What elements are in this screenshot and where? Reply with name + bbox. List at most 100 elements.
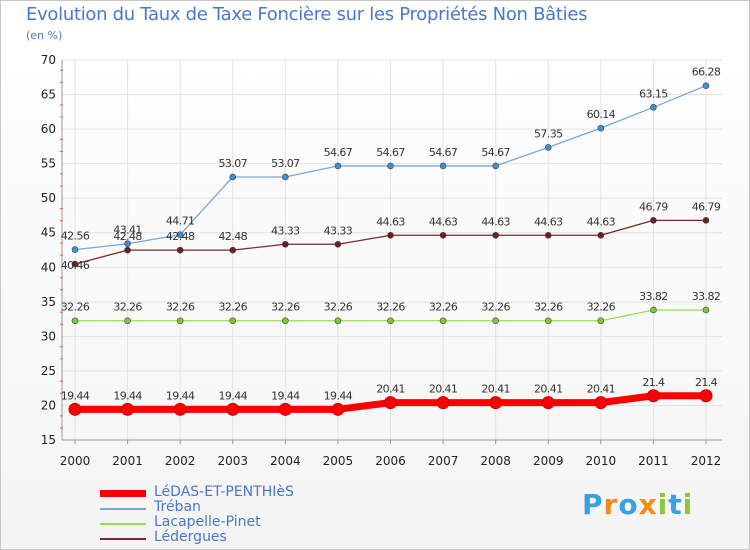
x-tick-label: 2002 [165, 454, 196, 468]
x-tick-label: 2001 [112, 454, 143, 468]
logo-letter: i [657, 488, 669, 521]
data-label: 19.44 [61, 389, 90, 402]
data-label: 43.33 [324, 224, 353, 237]
data-label: 57.35 [534, 127, 563, 140]
series-point [121, 402, 135, 416]
y-tick-label: 50 [41, 191, 56, 205]
logo-letter: o [618, 488, 639, 521]
series-point [439, 162, 447, 170]
series-point [594, 396, 608, 410]
logo-letter: t [668, 488, 683, 521]
logo-letter: i [682, 488, 694, 521]
x-tick-label: 2008 [480, 454, 511, 468]
series-point [71, 260, 79, 268]
x-tick-label: 2006 [375, 454, 406, 468]
y-tick-label: 20 [41, 398, 56, 412]
x-tick-label: 2003 [217, 454, 248, 468]
legend-label: Lédergues [154, 529, 227, 545]
series-point [699, 389, 713, 403]
data-label: 44.63 [481, 215, 510, 228]
series-point [71, 246, 79, 253]
y-tick-label: 40 [41, 260, 56, 274]
data-label: 33.82 [639, 290, 668, 303]
series-point [597, 124, 605, 132]
series-point [387, 162, 394, 170]
y-tick-label: 70 [41, 53, 56, 67]
y-tick-label: 65 [41, 88, 56, 102]
data-label: 21.4 [695, 376, 718, 389]
x-tick-label: 2007 [428, 454, 459, 468]
data-label: 46.79 [639, 200, 668, 213]
data-label: 32.26 [113, 301, 142, 314]
data-label: 46.79 [692, 200, 721, 213]
series-point [282, 240, 289, 248]
logo-letter: x [638, 488, 658, 521]
data-label: 43.41 [113, 224, 142, 237]
series-point [544, 144, 552, 151]
legend-swatch [100, 490, 146, 497]
series-point [176, 231, 184, 239]
series-point [229, 246, 237, 254]
series-point [331, 402, 345, 416]
logo-letter: r [603, 488, 619, 521]
data-label: 42.56 [61, 230, 90, 243]
data-label: 19.44 [271, 389, 300, 402]
series-point [597, 231, 605, 239]
series-point [492, 231, 499, 239]
y-tick-label: 30 [41, 329, 56, 343]
series-point [282, 173, 289, 181]
y-tick-label: 60 [41, 122, 56, 136]
legend-swatch [100, 523, 146, 525]
series-point [544, 231, 552, 239]
data-label: 20.41 [429, 383, 458, 396]
data-label: 19.44 [166, 389, 195, 402]
data-label: 44.71 [166, 215, 195, 228]
data-label: 63.15 [639, 87, 668, 100]
data-label: 32.26 [429, 301, 458, 314]
data-label: 66.28 [692, 66, 721, 79]
data-label: 43.33 [271, 224, 300, 237]
legend-label: Lacapelle-Pinet [154, 514, 261, 530]
series-point [229, 317, 237, 325]
y-tick-label: 55 [41, 157, 56, 171]
data-label: 54.67 [481, 146, 510, 159]
series-point [176, 246, 184, 254]
data-label: 53.07 [271, 157, 300, 170]
logo-letter: P [582, 488, 604, 521]
data-label: 20.41 [376, 383, 405, 396]
series-point [439, 317, 447, 325]
series-point [489, 396, 503, 410]
series-point [124, 246, 131, 254]
series-point [492, 162, 499, 170]
x-tick-label: 2012 [691, 454, 722, 468]
x-tick-label: 2010 [586, 454, 617, 468]
data-label: 42.48 [219, 230, 248, 243]
series-point [282, 317, 289, 325]
data-label: 33.82 [692, 290, 721, 303]
series-point [176, 317, 184, 325]
series-point [541, 396, 555, 410]
data-label: 21.4 [642, 376, 665, 389]
data-label: 32.26 [324, 301, 353, 314]
legend-label: LéDAS-ET-PENTHIèS [154, 484, 294, 500]
data-label: 44.63 [429, 215, 458, 228]
data-label: 32.26 [166, 301, 195, 314]
series-point [334, 162, 342, 170]
series-point [334, 317, 342, 325]
x-tick-label: 2004 [270, 454, 301, 468]
series-point [439, 231, 447, 239]
series-point [646, 389, 660, 403]
series-point [124, 317, 131, 325]
data-label: 20.41 [587, 383, 616, 396]
series-point [384, 396, 397, 410]
series-point [226, 402, 240, 416]
x-tick-label: 2005 [323, 454, 354, 468]
legend-label: Tréban [154, 499, 201, 515]
data-label: 32.26 [376, 301, 405, 314]
series-point [71, 317, 79, 325]
data-label: 19.44 [219, 389, 248, 402]
series-point [702, 217, 710, 224]
series-point [173, 402, 187, 416]
proxiti-logo: Proxiti [582, 488, 693, 521]
